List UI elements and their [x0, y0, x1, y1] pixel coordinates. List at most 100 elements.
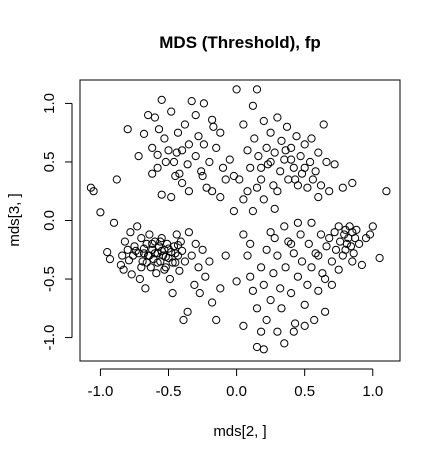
- data-point-215: [303, 280, 312, 289]
- data-point-259: [341, 245, 350, 254]
- data-point-178: [273, 187, 282, 196]
- data-point-253: [334, 265, 343, 274]
- data-point-59: [201, 272, 210, 281]
- data-point-56: [194, 263, 203, 272]
- data-point-148: [277, 136, 286, 145]
- data-point-105: [197, 167, 206, 176]
- data-point-199: [266, 296, 275, 305]
- data-point-188: [287, 155, 296, 164]
- data-point-63: [216, 284, 225, 293]
- data-point-163: [314, 148, 323, 157]
- x-tick-label: -1.0: [87, 383, 113, 400]
- data-point-196: [259, 280, 268, 289]
- data-point-139: [257, 175, 266, 184]
- data-point-250: [280, 222, 289, 231]
- data-point-61: [208, 298, 217, 307]
- data-point-234: [342, 239, 351, 248]
- chart-title: MDS (Threshold), fp: [159, 33, 320, 52]
- y-axis: -1.0 -0.5 0.0 0.5 1.0: [41, 93, 73, 351]
- data-point-194: [252, 342, 262, 352]
- x-tick-label: 0.5: [294, 383, 315, 400]
- data-point-144: [269, 181, 278, 190]
- data-point-102: [187, 97, 196, 106]
- data-point-205: [280, 339, 289, 348]
- data-point-204: [277, 304, 286, 313]
- data-point-88: [150, 113, 159, 122]
- x-tick-label: -0.5: [156, 383, 182, 400]
- data-point-223: [321, 307, 330, 316]
- data-point-57: [195, 289, 204, 298]
- data-point-136: [250, 134, 259, 143]
- data-point-227: [330, 228, 339, 237]
- data-point-17: [135, 274, 144, 284]
- data-point-11: [126, 228, 135, 237]
- data-point-171: [382, 187, 391, 196]
- data-point-93: [164, 146, 173, 155]
- data-point-200: [269, 269, 278, 278]
- data-point-156: [296, 152, 305, 161]
- x-tick-label: 1.0: [362, 383, 383, 400]
- data-point-1: [89, 187, 98, 196]
- data-point-104: [194, 132, 203, 141]
- data-point-117: [157, 190, 166, 199]
- data-point-13: [129, 251, 138, 260]
- data-point-123: [191, 111, 200, 120]
- data-point-197: [262, 245, 271, 254]
- y-axis-label: mds[3, ]: [6, 193, 23, 246]
- data-point-96: [171, 171, 180, 181]
- data-point-116: [178, 178, 187, 188]
- data-point-120: [184, 187, 193, 196]
- data-point-176: [259, 195, 268, 204]
- data-point-186: [270, 204, 279, 213]
- data-point-85: [139, 129, 149, 138]
- data-point-113: [221, 175, 230, 184]
- data-point-25: [146, 263, 155, 272]
- data-point-82: [160, 265, 169, 274]
- data-point-162: [311, 167, 320, 176]
- data-point-182: [308, 175, 317, 184]
- data-point-206: [281, 263, 290, 272]
- data-point-213: [297, 257, 307, 266]
- data-point-9: [120, 237, 130, 246]
- data-point-7: [116, 260, 126, 270]
- data-point-224: [322, 242, 331, 251]
- data-point-103: [191, 152, 200, 161]
- data-point-184: [229, 171, 238, 181]
- data-point-87: [148, 143, 157, 152]
- data-point-169: [338, 183, 347, 192]
- data-point-86: [144, 111, 153, 120]
- data-point-20: [139, 244, 149, 253]
- data-point-37: [163, 239, 172, 248]
- data-point-217: [307, 263, 316, 272]
- data-point-241: [352, 225, 361, 234]
- data-point-249: [246, 239, 255, 248]
- data-point-122: [208, 187, 217, 196]
- data-point-258: [314, 251, 323, 260]
- data-point-219: [311, 249, 320, 258]
- data-point-239: [349, 249, 358, 258]
- data-point-191: [246, 272, 255, 281]
- data-point-173: [239, 195, 248, 204]
- data-point-127: [175, 169, 184, 178]
- data-point-225: [325, 234, 334, 243]
- data-point-79: [164, 244, 173, 253]
- data-point-246: [239, 321, 248, 330]
- data-point-214: [300, 300, 309, 309]
- data-point-53: [187, 251, 196, 260]
- data-point-151: [284, 175, 293, 184]
- data-point-83: [123, 125, 132, 134]
- plot-frame: [79, 79, 401, 362]
- data-point-8: [119, 265, 128, 274]
- data-point-138: [254, 152, 263, 161]
- data-point-172: [235, 175, 244, 184]
- data-point-94: [167, 107, 176, 116]
- data-point-43: [171, 258, 180, 267]
- data-point-174: [243, 187, 252, 196]
- data-point-62: [212, 315, 221, 325]
- data-point-193: [252, 304, 262, 313]
- data-point-243: [357, 260, 366, 270]
- data-point-216: [304, 239, 313, 248]
- data-point-2: [96, 208, 105, 217]
- data-point-124: [172, 148, 181, 157]
- data-point-129: [209, 122, 218, 131]
